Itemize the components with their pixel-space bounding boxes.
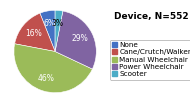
Text: 16%: 16%	[25, 29, 42, 38]
Legend: None, Cane/Crutch/Walker, Manual Wheelchair, Power Wheelchair, Scooter: None, Cane/Crutch/Walker, Manual Wheelch…	[110, 40, 190, 80]
Text: Device, N=552: Device, N=552	[114, 12, 189, 21]
Wedge shape	[14, 44, 92, 93]
Text: 46%: 46%	[38, 74, 55, 83]
Wedge shape	[55, 11, 96, 69]
Wedge shape	[55, 10, 63, 52]
Wedge shape	[40, 10, 55, 52]
Text: 3%: 3%	[52, 19, 64, 28]
Text: 29%: 29%	[72, 34, 88, 43]
Text: 6%: 6%	[44, 19, 56, 29]
Wedge shape	[15, 13, 55, 52]
